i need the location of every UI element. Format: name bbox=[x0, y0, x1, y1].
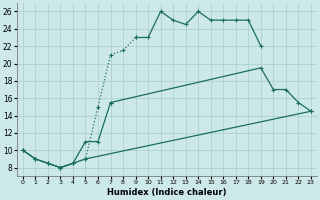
X-axis label: Humidex (Indice chaleur): Humidex (Indice chaleur) bbox=[107, 188, 227, 197]
